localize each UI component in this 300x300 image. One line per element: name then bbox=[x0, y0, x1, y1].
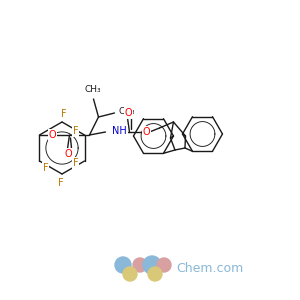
Text: O: O bbox=[125, 108, 132, 118]
Text: F: F bbox=[43, 163, 48, 173]
Circle shape bbox=[123, 267, 137, 281]
Text: O: O bbox=[143, 127, 150, 137]
Circle shape bbox=[115, 257, 131, 273]
Text: NH: NH bbox=[112, 126, 127, 136]
Text: F: F bbox=[73, 158, 78, 168]
Circle shape bbox=[148, 267, 162, 281]
Circle shape bbox=[143, 256, 161, 274]
Text: CH₃: CH₃ bbox=[118, 106, 135, 116]
Text: CH₃: CH₃ bbox=[84, 85, 101, 94]
Circle shape bbox=[133, 258, 147, 272]
Circle shape bbox=[157, 258, 171, 272]
Text: O: O bbox=[49, 130, 56, 140]
Text: F: F bbox=[73, 126, 78, 136]
Text: F: F bbox=[61, 109, 67, 119]
Text: Chem.com: Chem.com bbox=[176, 262, 244, 275]
Text: O: O bbox=[65, 149, 72, 159]
Text: F: F bbox=[58, 178, 64, 188]
